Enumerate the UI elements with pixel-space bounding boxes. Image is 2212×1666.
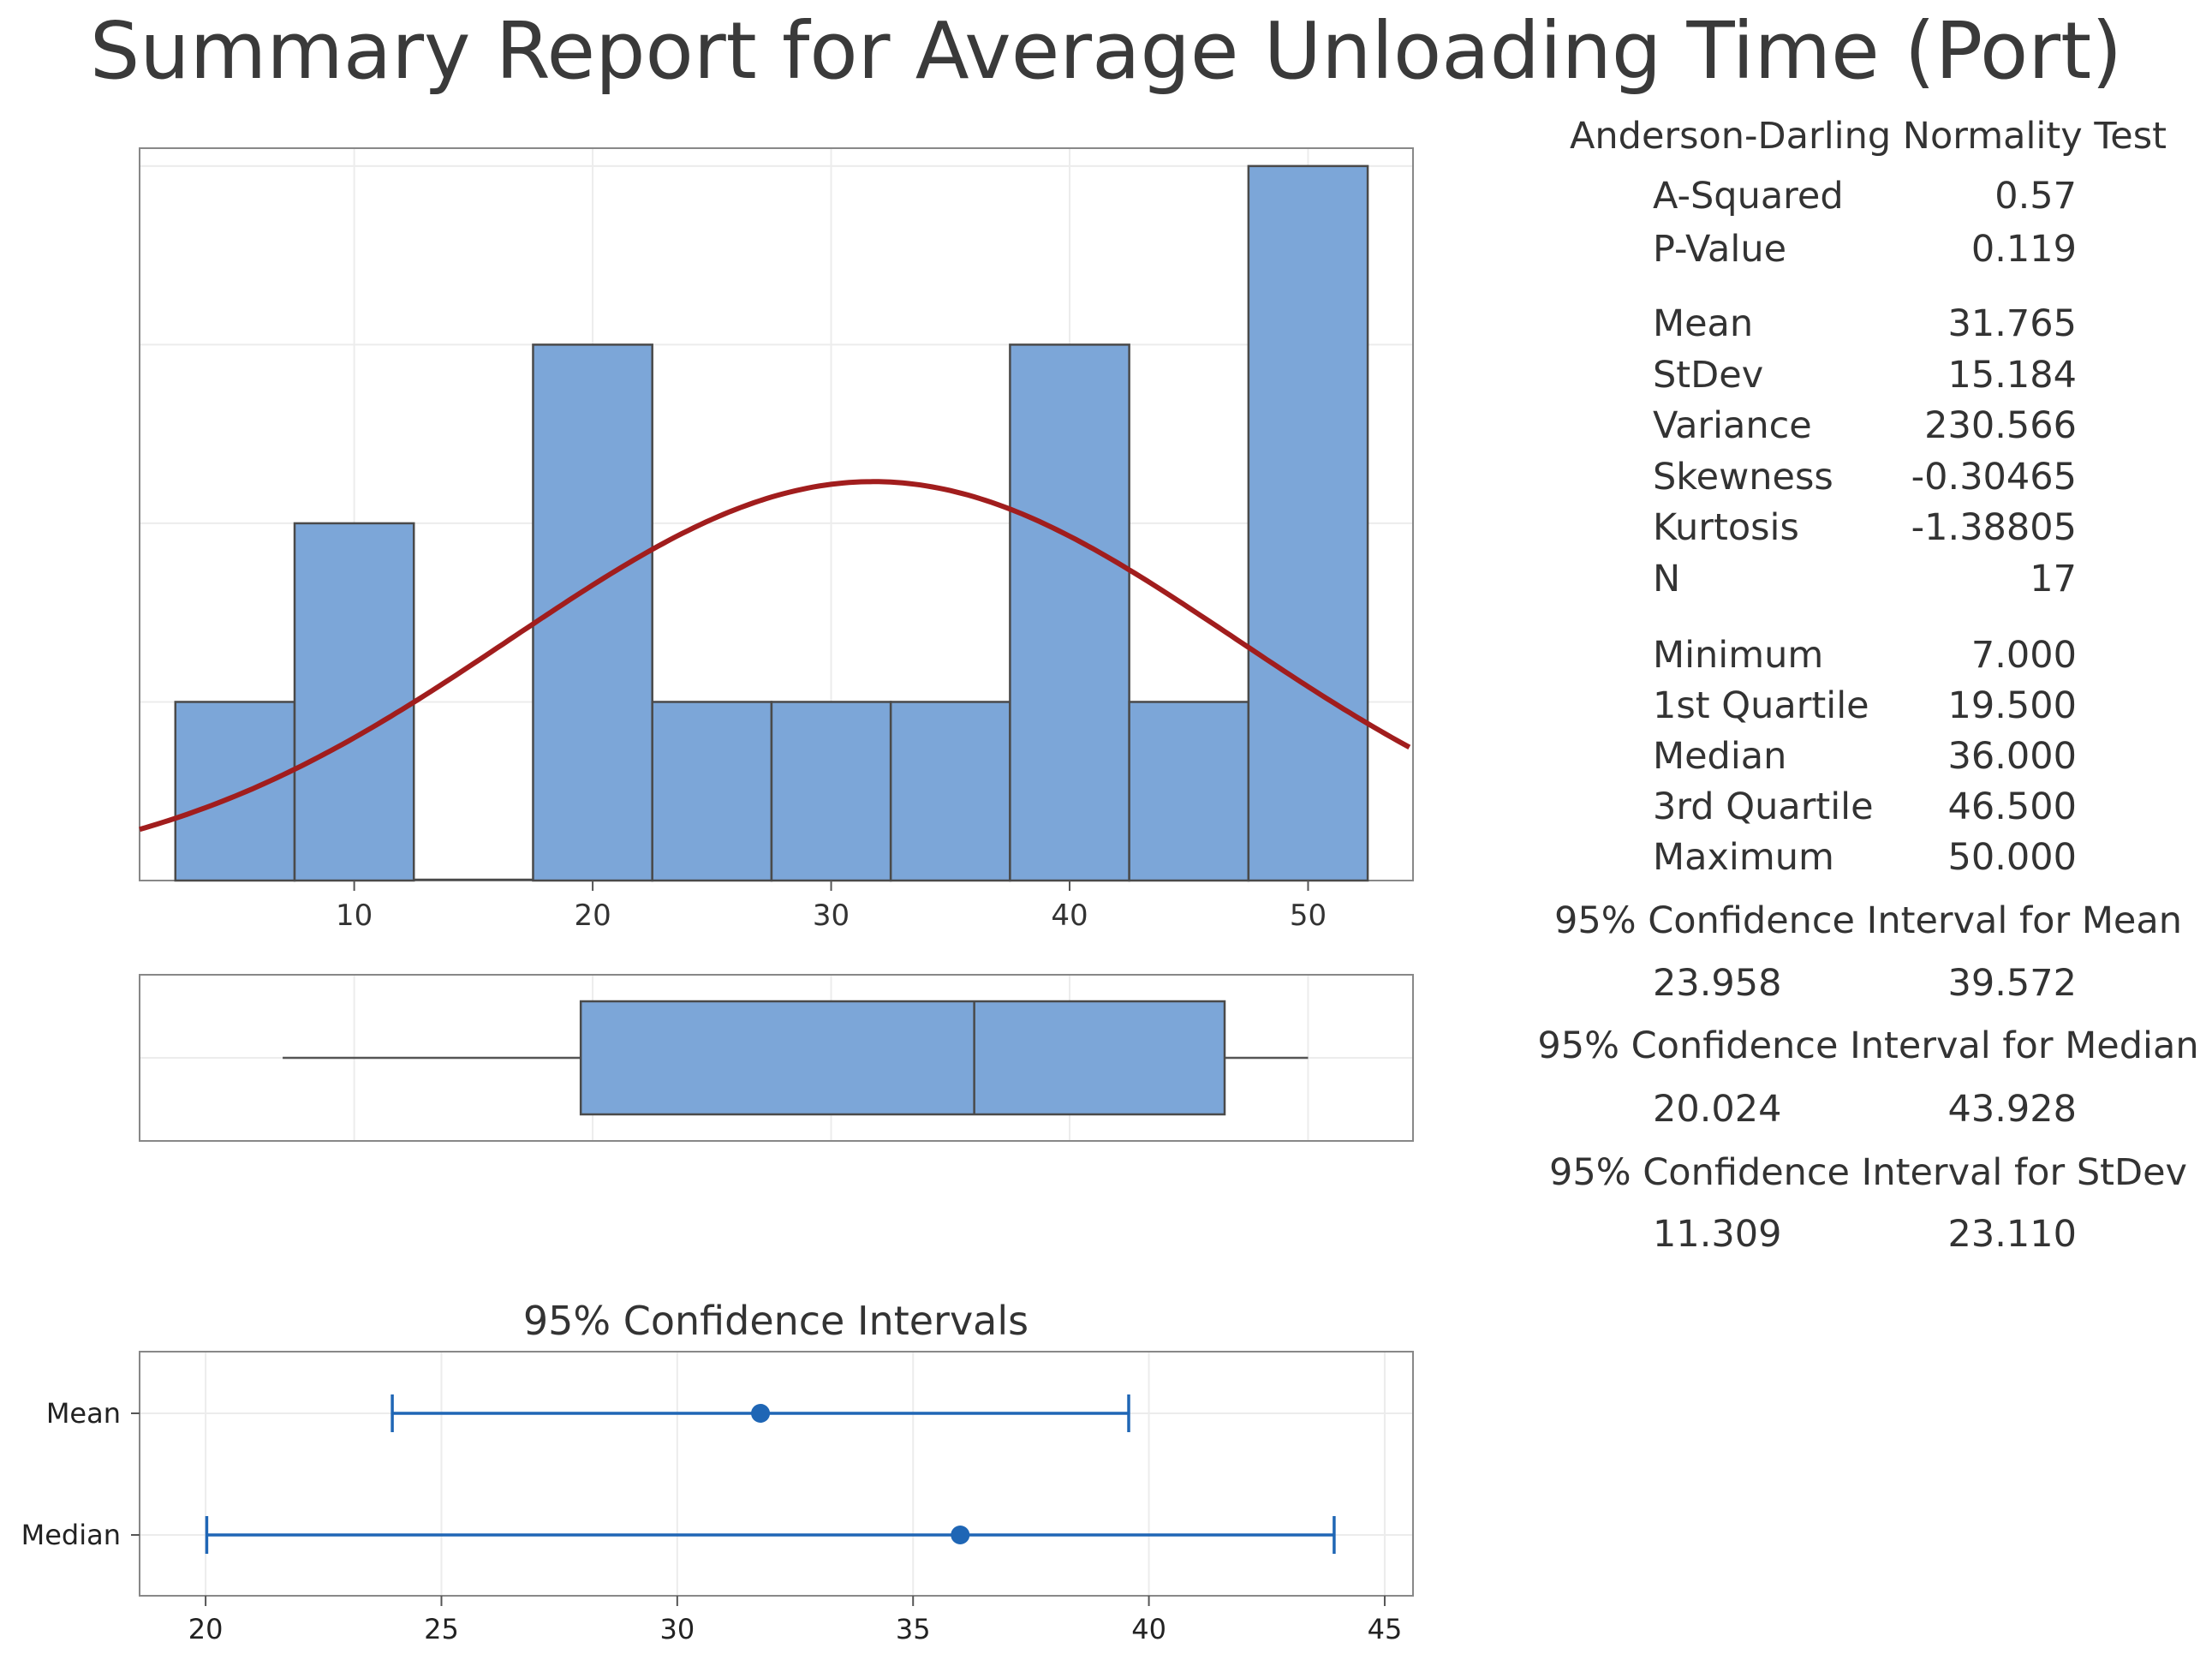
ci-mean-upper: 39.572	[1947, 962, 2077, 1005]
ci-stdev-values: 11.309 23.110	[1653, 1213, 2090, 1261]
stat-label: Kurtosis	[1653, 506, 1799, 549]
stat-value: 7.000	[1971, 634, 2077, 677]
histogram-panel: 10 20 30 40 50	[139, 147, 1414, 933]
x-tick-label: 20	[574, 899, 611, 933]
ci-point-estimate	[751, 1404, 771, 1423]
stats-panel: Anderson-Darling Normality Test A-Square…	[1524, 111, 2212, 1311]
stat-label: 1st Quartile	[1653, 684, 1869, 727]
stat-value: 0.57	[1994, 175, 2077, 218]
boxplot	[283, 1000, 1309, 1116]
stat-row: 1st Quartile 19.500	[1653, 684, 2212, 732]
ci-stdev-lower: 11.309	[1653, 1213, 1782, 1256]
stat-row: Maximum 50.000	[1653, 836, 2212, 884]
stat-value: 19.500	[1947, 684, 2077, 727]
stat-label: Variance	[1653, 404, 1812, 447]
histogram-bar	[174, 701, 296, 882]
ci-mean-heading: 95% Confidence Interval for Mean	[1554, 899, 2182, 942]
stat-row: N 17	[1653, 558, 2212, 606]
ad-test-heading: Anderson-Darling Normality Test	[1569, 115, 2167, 158]
ci-median-values: 20.024 43.928	[1653, 1088, 2090, 1136]
x-tick-label: 25	[424, 1613, 459, 1645]
stat-label: A-Squared	[1653, 175, 1844, 218]
x-tick-label: 20	[188, 1613, 224, 1645]
ci-median-heading: 95% Confidence Interval for Median	[1537, 1024, 2199, 1067]
histogram-bar	[1128, 701, 1250, 882]
stat-value: 36.000	[1947, 735, 2077, 778]
histogram-bar	[770, 701, 892, 882]
ci-mean-lower: 23.958	[1653, 962, 1782, 1005]
ci-x-axis: 20 25 30 35 40 45	[188, 1596, 1403, 1645]
x-tick-label: 30	[813, 899, 850, 933]
ci-stdev-upper: 23.110	[1947, 1213, 2077, 1256]
ci-series-median: Median	[21, 1516, 1336, 1554]
x-tick-label: 30	[659, 1613, 695, 1645]
histogram-bar	[651, 701, 773, 882]
ci-median-lower: 20.024	[1653, 1088, 1782, 1131]
stat-row: StDev 15.184	[1653, 354, 2212, 402]
stat-value: 0.119	[1971, 228, 2077, 271]
stat-value: 31.765	[1947, 302, 2077, 345]
stat-value: -0.30465	[1911, 455, 2077, 499]
stat-value: 230.566	[1924, 404, 2077, 447]
stat-row: Median 36.000	[1653, 735, 2212, 783]
box-iqr	[579, 1000, 1226, 1116]
ci-row-label: Mean	[46, 1397, 121, 1430]
histogram-x-axis: 10 20 30 40 50	[336, 881, 1327, 933]
ci-row-label: Median	[21, 1519, 121, 1551]
ci-stdev-heading: 95% Confidence Interval for StDev	[1549, 1151, 2187, 1194]
stat-row: Skewness -0.30465	[1653, 456, 2212, 504]
x-tick-label: 45	[1368, 1613, 1403, 1645]
x-tick-label: 50	[1290, 899, 1327, 933]
stat-label: Mean	[1653, 302, 1754, 345]
ci-panel: 95% Confidence Intervals Mean Median 20 25…	[21, 1298, 1414, 1645]
x-tick-label: 40	[1051, 899, 1088, 933]
normal-fit-curve	[139, 479, 1411, 833]
stat-row: Kurtosis -1.38805	[1653, 506, 2212, 554]
histogram-bar	[1247, 164, 1369, 882]
stat-row: 3rd Quartile 46.500	[1653, 785, 2212, 833]
ci-series-mean: Mean	[46, 1394, 1130, 1432]
stat-row: P-Value 0.119	[1653, 228, 2212, 276]
ci-intervals: Mean Median	[21, 1394, 1336, 1554]
stat-label: N	[1653, 557, 1681, 600]
ci-frame	[139, 1351, 1414, 1597]
stat-row: A-Squared 0.57	[1653, 175, 2212, 223]
stat-label: Skewness	[1653, 455, 1833, 499]
stat-value: 50.000	[1947, 836, 2077, 879]
boxplot-panel	[139, 974, 1414, 1142]
x-tick-label: 35	[896, 1613, 931, 1645]
stat-row: Mean 31.765	[1653, 302, 2212, 350]
stat-row: Variance 230.566	[1653, 404, 2212, 452]
histogram-bars	[174, 164, 1369, 882]
stat-label: Maximum	[1653, 836, 1834, 879]
histogram-bar	[293, 522, 415, 882]
stat-value: 15.184	[1947, 353, 2077, 397]
ci-point-estimate	[951, 1526, 970, 1544]
histogram-bar	[1009, 343, 1130, 882]
stat-label: 3rd Quartile	[1653, 785, 1874, 828]
report-title: Summary Report for Average Unloading Tim…	[89, 5, 2123, 97]
stat-row: Minimum 7.000	[1653, 634, 2212, 682]
ci-mean-values: 23.958 39.572	[1653, 962, 2090, 1010]
stat-label: Minimum	[1653, 634, 1824, 677]
stat-value: -1.38805	[1911, 506, 2077, 549]
stat-label: P-Value	[1653, 228, 1787, 271]
stat-label: Median	[1653, 735, 1787, 778]
ci-chart-title: 95% Confidence Intervals	[523, 1298, 1028, 1344]
ci-median-upper: 43.928	[1947, 1088, 2077, 1131]
stat-value: 17	[2030, 557, 2077, 600]
stat-label: StDev	[1653, 353, 1764, 397]
histogram-bar	[889, 701, 1011, 882]
stat-value: 46.500	[1947, 785, 2077, 828]
x-tick-label: 10	[336, 899, 373, 933]
x-tick-label: 40	[1131, 1613, 1166, 1645]
